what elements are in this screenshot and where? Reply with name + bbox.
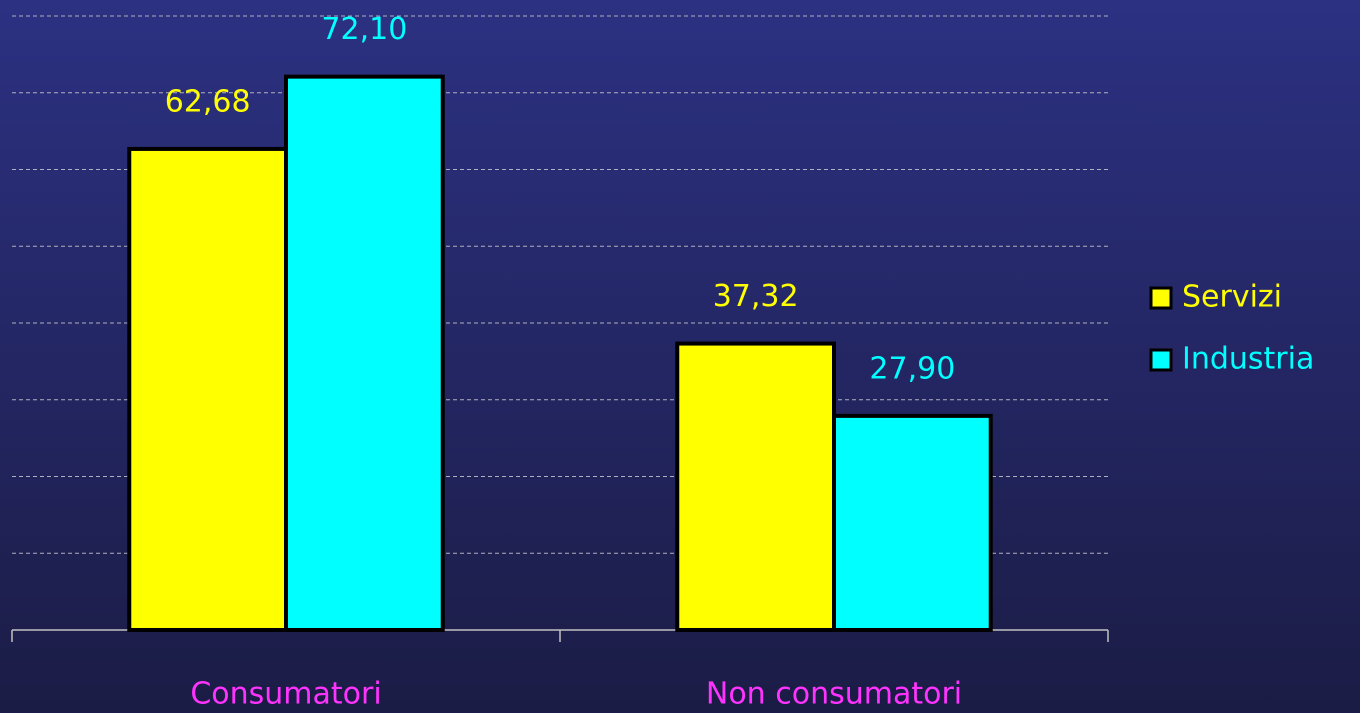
bar [675, 341, 836, 632]
legend-label: Industria [1182, 342, 1314, 377]
data-label: 37,32 [713, 279, 799, 314]
data-label: 62,68 [165, 84, 251, 119]
bar [284, 74, 445, 632]
x-tick-label: Non consumatori [706, 677, 962, 712]
legend-swatch [1149, 348, 1173, 372]
legend-swatch [1149, 286, 1173, 310]
x-tick-label: Consumatori [190, 677, 381, 712]
bar [832, 413, 993, 632]
data-label: 27,90 [869, 351, 955, 386]
legend-label: Servizi [1182, 280, 1282, 315]
data-label: 72,10 [321, 12, 407, 47]
bar [127, 146, 288, 632]
